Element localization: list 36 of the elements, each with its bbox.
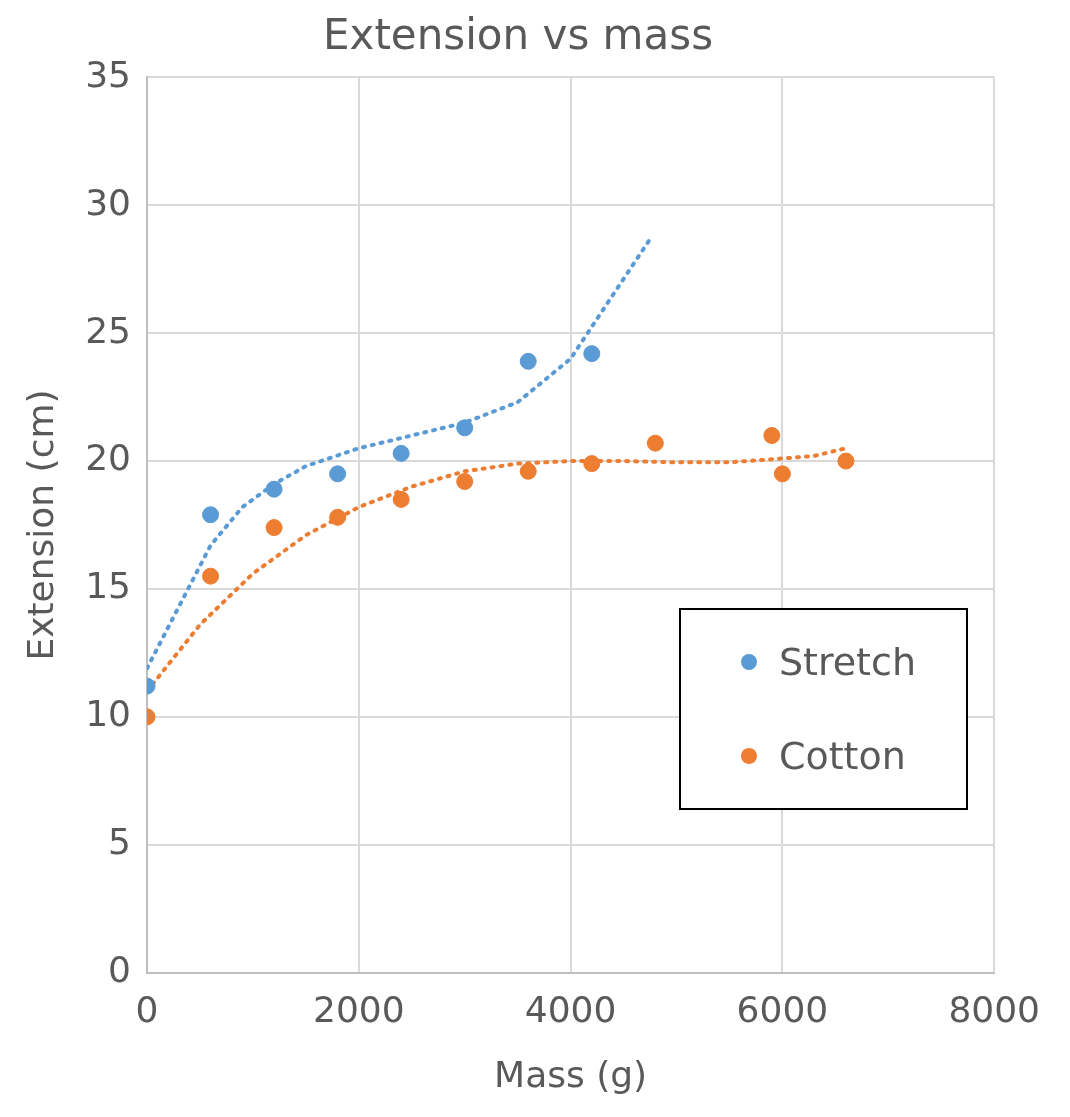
point <box>392 444 410 462</box>
y-axis-title: Extension (cm) <box>19 389 61 661</box>
x-axis-title: Mass (g) <box>494 1053 648 1095</box>
y-tick-label: 10 <box>85 693 132 735</box>
point <box>265 480 283 498</box>
point <box>202 506 220 524</box>
point <box>773 465 791 483</box>
legend-label: Stretch <box>778 640 916 684</box>
y-tick-label: 35 <box>85 53 132 95</box>
x-tick-label: 0 <box>135 988 159 1030</box>
point <box>646 434 664 452</box>
x-tick-label: 8000 <box>948 988 1040 1030</box>
y-tick-label: 5 <box>108 821 132 863</box>
x-tick-label: 4000 <box>524 988 617 1030</box>
y-tick-label: 20 <box>85 437 132 479</box>
point <box>583 345 601 363</box>
point <box>519 352 537 370</box>
point <box>763 426 781 444</box>
point <box>519 462 537 480</box>
y-tick-label: 0 <box>108 948 132 990</box>
y-tick-label: 15 <box>85 565 132 607</box>
point <box>456 473 474 491</box>
y-tick-label: 30 <box>85 181 132 223</box>
y-tick-label: 25 <box>85 309 132 351</box>
point <box>202 567 220 585</box>
chart-title: Extension vs mass <box>322 10 714 60</box>
point <box>329 465 347 483</box>
point <box>837 452 855 470</box>
x-tick-label: 2000 <box>312 988 405 1030</box>
legend-label: Cotton <box>778 734 906 778</box>
point <box>265 519 283 537</box>
point <box>583 455 601 473</box>
point <box>392 490 410 508</box>
point <box>456 419 474 437</box>
x-tick-label: 6000 <box>736 988 829 1030</box>
point <box>329 508 347 526</box>
